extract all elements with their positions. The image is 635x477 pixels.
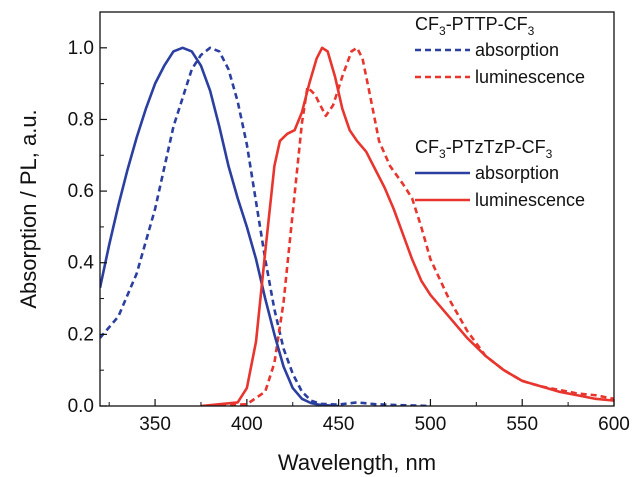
x-tick-label: 350 <box>139 414 171 435</box>
series-layer <box>100 46 614 406</box>
y-axis-title: Absorption / PL, a.u. <box>16 109 41 308</box>
series-ptztzp-luminescence <box>200 46 614 406</box>
legend-label: absorption <box>475 163 559 183</box>
x-tick-label: 450 <box>323 414 355 435</box>
legend: CF3-PTTP-CF3absorptionluminescenceCF3-PT… <box>415 14 585 210</box>
y-tick-label: 0.0 <box>68 396 94 417</box>
y-tick-label: 1.0 <box>68 38 94 59</box>
x-tick-label: 400 <box>231 414 263 435</box>
plot-frame <box>99 11 615 407</box>
legend-label: absorption <box>475 40 559 60</box>
y-tick-label: 0.4 <box>68 253 95 274</box>
legend-heading: CF3-PTTP-CF3 <box>415 14 535 38</box>
x-tick-label: 550 <box>506 414 538 435</box>
y-tick-label: 0.2 <box>68 324 94 345</box>
legend-heading: CF3-PTzTzP-CF3 <box>415 137 553 161</box>
x-tick-label: 500 <box>415 414 447 435</box>
legend-label: luminescence <box>475 67 585 87</box>
series-pttp-luminescence <box>210 46 614 406</box>
legend-label: luminescence <box>475 190 585 210</box>
series-pttp-absorption <box>100 46 431 406</box>
y-tick-label: 0.6 <box>68 181 94 202</box>
series-ptztzp-absorption <box>100 46 339 406</box>
x-tick-label: 600 <box>598 414 630 435</box>
tick-layer: 350 400 450 500 550 600 0.0 0.2 0.4 0.6 0.8 1.0 <box>68 11 630 435</box>
x-axis-title: Wavelength, nm <box>278 450 436 475</box>
y-tick-label: 0.8 <box>68 109 94 130</box>
